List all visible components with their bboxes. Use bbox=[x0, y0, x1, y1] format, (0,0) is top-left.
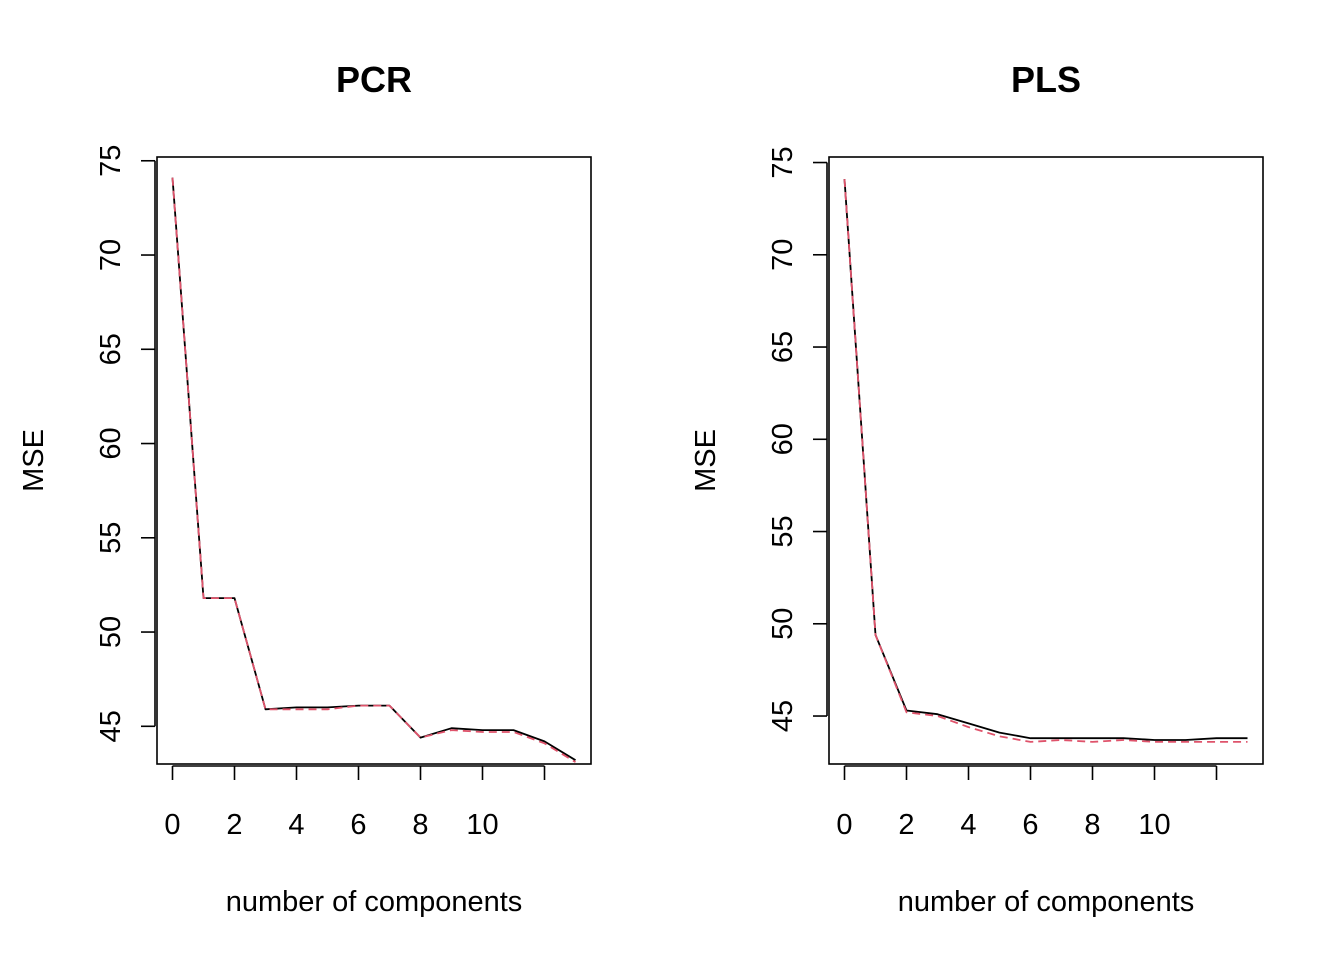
x-tick-label: 2 bbox=[226, 809, 242, 841]
series-line-1 bbox=[171, 177, 576, 763]
chart-panel-1: PLS 0 2 4 6 8 10 number of components 45 50 55 60 65… bbox=[690, 59, 1264, 918]
x-tick-label: 0 bbox=[164, 809, 180, 841]
plot-frame bbox=[828, 156, 1264, 765]
plot-frame bbox=[156, 156, 592, 765]
y-tick-label: 65 bbox=[95, 333, 127, 365]
x-axis-label: number of components bbox=[898, 886, 1195, 918]
series-line-0 bbox=[843, 179, 1248, 741]
x-tick-label: 10 bbox=[1138, 809, 1170, 841]
series-line-0 bbox=[171, 177, 576, 761]
y-tick-label: 55 bbox=[767, 515, 799, 547]
y-tick-label: 70 bbox=[95, 239, 127, 271]
y-tick-label: 50 bbox=[95, 616, 127, 648]
y-axis-label: MSE bbox=[18, 429, 50, 492]
y-tick-label: 50 bbox=[767, 608, 799, 640]
x-tick-label: 6 bbox=[350, 809, 366, 841]
chart-title: PLS bbox=[1011, 59, 1081, 100]
y-tick-label: 75 bbox=[767, 146, 799, 178]
series-line-1 bbox=[843, 179, 1248, 743]
y-tick-label: 60 bbox=[95, 427, 127, 459]
x-tick-label: 8 bbox=[1084, 809, 1100, 841]
y-tick-label: 45 bbox=[767, 700, 799, 732]
y-tick-label: 70 bbox=[767, 239, 799, 271]
chart-title: PCR bbox=[336, 59, 412, 100]
y-tick-label: 45 bbox=[95, 710, 127, 742]
x-axis-label: number of components bbox=[226, 886, 523, 918]
x-tick-label: 4 bbox=[288, 809, 304, 841]
x-tick-label: 0 bbox=[836, 809, 852, 841]
x-tick-label: 8 bbox=[412, 809, 428, 841]
x-tick-label: 6 bbox=[1022, 809, 1038, 841]
x-tick-label: 2 bbox=[898, 809, 914, 841]
chart-panel-0: PCR 0 2 4 6 8 10 number of components 45 50 55 60 65… bbox=[18, 59, 592, 918]
y-tick-label: 65 bbox=[767, 331, 799, 363]
x-tick-label: 4 bbox=[960, 809, 976, 841]
y-tick-label: 75 bbox=[95, 145, 127, 177]
x-tick-label: 10 bbox=[466, 809, 498, 841]
y-tick-label: 55 bbox=[95, 522, 127, 554]
y-axis-label: MSE bbox=[690, 429, 722, 492]
y-tick-label: 60 bbox=[767, 423, 799, 455]
